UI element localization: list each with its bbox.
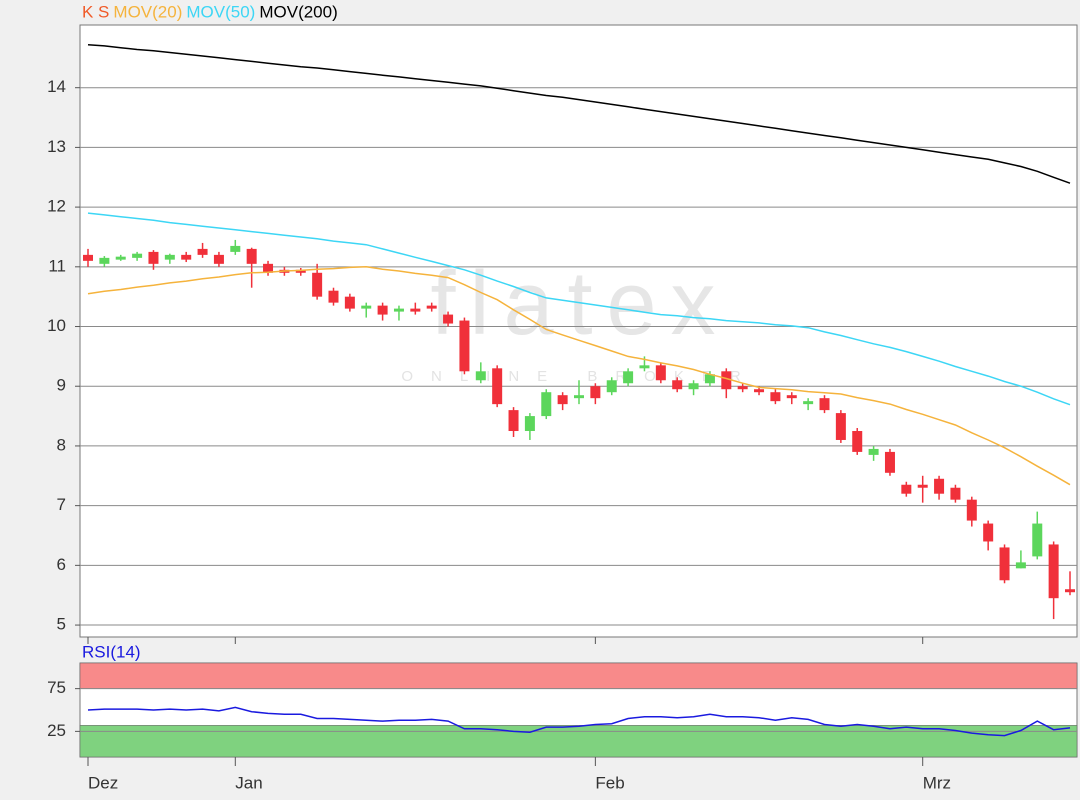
candle-body [181,254,192,260]
legend-entry: MOV(200) [259,2,337,21]
candle-body [524,416,535,432]
candle-body [492,368,503,405]
moving-average-line [87,266,1071,486]
candle-body [263,263,274,273]
candle-body [393,308,404,312]
candle-body [508,410,519,432]
candle-body [148,251,159,264]
x-tick-label: Feb [595,773,624,792]
y-tick-label: 6 [57,555,66,574]
candle-body [426,305,437,309]
candle-body [541,392,552,417]
candle-body [721,371,732,390]
candle-body [590,386,601,399]
candle-body [574,395,584,399]
candle-body [99,257,110,264]
rsi-band [79,662,1078,689]
candle-body [557,395,568,405]
candle-body [606,380,617,393]
y-tick-label: 5 [57,615,66,634]
candle-body [999,547,1010,581]
candle-body [475,371,486,381]
legend-entry: MOV(20) [113,2,182,21]
candle-body [704,374,715,384]
y-tick-label: 75 [47,678,66,697]
candle-body [83,254,93,261]
candle-body [295,269,306,273]
candle-body [917,484,928,488]
price-panel [79,24,1078,638]
candle-body [1015,562,1026,569]
rsi-line [87,706,1071,737]
y-tick-label: 25 [47,721,66,740]
candle-body [983,523,994,542]
candle-body [230,245,241,252]
y-tick-label: 12 [47,197,66,216]
candle-body [950,487,961,500]
candle-body [884,451,895,473]
y-tick-label: 11 [48,256,66,275]
legend-entry: K S [82,2,109,21]
candle-body [1032,523,1043,557]
candle-body [164,254,175,260]
candle-body [377,305,388,315]
candle-body [344,296,355,309]
candle-body [246,248,257,264]
candle-body [459,320,470,372]
candle-body [361,305,372,309]
candle-body [737,386,748,390]
candle-body [786,395,797,399]
y-tick-label: 8 [57,435,66,454]
candle-body [639,365,650,369]
y-tick-label: 13 [47,137,66,156]
moving-average-line [87,43,1071,184]
candle-body [754,389,765,393]
candle-body [443,314,454,324]
candle-body [934,478,945,494]
y-tick-label: 14 [47,77,66,96]
y-tick-label: 10 [47,316,66,335]
candle-body [410,308,421,312]
candle-body [672,380,683,390]
candle-body [115,256,126,260]
candle-body [1048,544,1059,599]
candle-body [819,398,830,411]
candle-body [213,254,224,264]
candle-body [803,401,814,405]
legend-entry: MOV(50) [186,2,255,21]
rsi-band [79,725,1078,758]
candle-body [197,248,208,255]
y-tick-label: 7 [57,495,66,514]
candle-body [868,448,879,455]
candle-body [688,383,699,390]
x-tick-label: Jan [235,773,262,792]
candle-body [1065,589,1075,593]
y-tick-label: 9 [57,376,66,395]
candle-body [835,413,846,440]
watermark: flatex [430,254,729,354]
x-tick-label: Dez [88,773,118,792]
candle-body [966,499,977,521]
x-tick-label: Mrz [923,773,951,792]
moving-average-line [87,212,1071,406]
candle-body [312,272,323,297]
candle-body [623,371,634,384]
legend-entry: RSI(14) [82,642,141,661]
candle-body [770,392,781,402]
candle-body [132,253,143,258]
candle-body [328,290,339,303]
candle-body [655,365,666,381]
candle-body [901,484,912,494]
candle-body [852,431,863,452]
